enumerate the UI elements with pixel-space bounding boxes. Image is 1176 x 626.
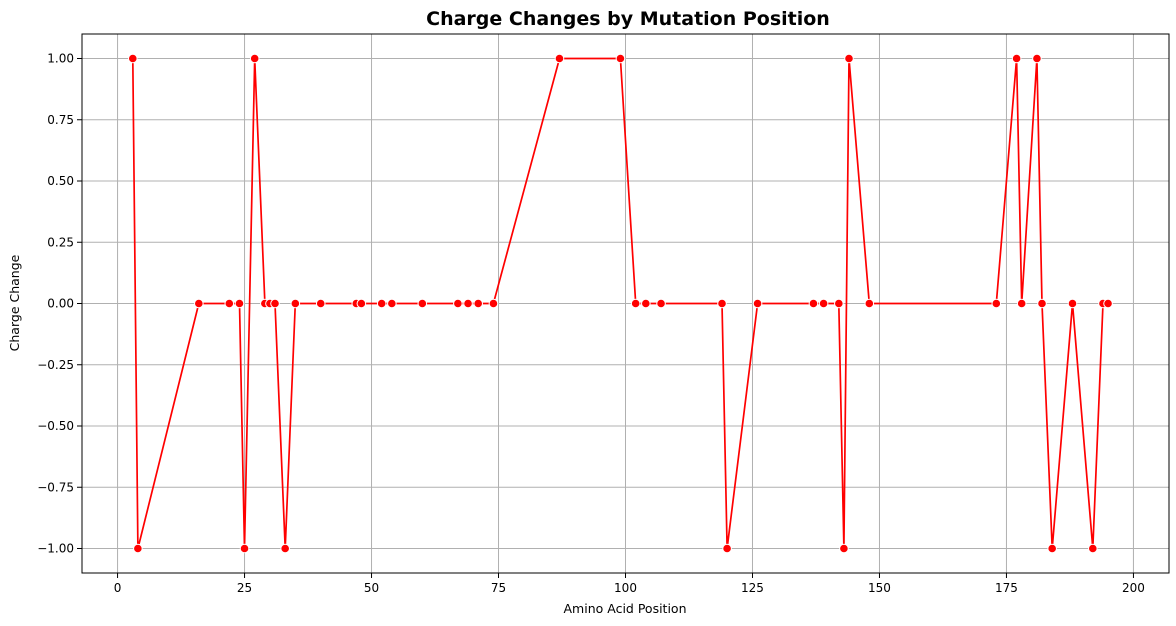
data-point: [554, 53, 565, 64]
data-point: [844, 53, 854, 64]
data-point: [463, 298, 473, 309]
x-tick-label: 75: [491, 581, 506, 595]
data-point: [376, 298, 387, 309]
data-point: [1016, 298, 1027, 309]
data-point: [249, 53, 260, 64]
data-point: [717, 298, 727, 309]
data-point: [453, 298, 463, 309]
x-tick-label: 100: [614, 581, 637, 595]
y-tick-label: −0.50: [37, 419, 74, 433]
data-point: [194, 298, 204, 309]
y-tick-label: −0.75: [37, 480, 74, 494]
data-point: [641, 298, 651, 309]
data-point: [234, 298, 245, 309]
y-tick-label: 0.50: [47, 174, 74, 188]
data-point: [356, 298, 367, 309]
data-point: [1032, 53, 1042, 64]
data-point: [270, 298, 280, 309]
data-point: [290, 298, 301, 309]
x-tick-label: 200: [1122, 581, 1145, 595]
y-tick-label: 1.00: [47, 52, 74, 66]
data-point: [224, 298, 235, 309]
data-point: [280, 543, 290, 554]
data-point: [615, 53, 626, 64]
data-point: [656, 298, 666, 309]
x-tick-label: 150: [868, 581, 891, 595]
data-point: [630, 298, 641, 309]
data-point: [808, 298, 819, 309]
data-point: [1037, 298, 1047, 309]
y-tick-label: 0.25: [47, 235, 74, 249]
data-point: [387, 298, 397, 309]
x-axis: 0 25 50 75 100 125 150 175 200: [114, 573, 1145, 595]
y-axis-label: Charge Change: [7, 254, 22, 351]
data-point: [473, 298, 483, 309]
x-tick-label: 175: [995, 581, 1018, 595]
x-tick-label: 25: [237, 581, 252, 595]
series: [127, 53, 1113, 554]
data-point: [1103, 298, 1113, 309]
y-tick-label: −0.25: [37, 358, 74, 372]
x-axis-label: Amino Acid Position: [564, 601, 687, 616]
data-point: [1011, 53, 1022, 64]
data-point: [839, 543, 849, 554]
y-axis: −1.00 −0.75 −0.50 −0.25 0.00 0.25 0.50 0.75 1.00: [37, 52, 82, 556]
y-tick-label: 0.00: [47, 297, 74, 311]
x-tick-label: 125: [741, 581, 764, 595]
data-point: [315, 298, 326, 309]
data-point: [1047, 543, 1057, 554]
data-point: [417, 298, 428, 309]
data-point: [834, 298, 844, 309]
data-point: [1088, 543, 1098, 554]
y-tick-label: −1.00: [37, 542, 74, 556]
data-point: [127, 53, 138, 64]
data-point: [722, 543, 732, 554]
data-point: [133, 543, 143, 554]
chart-title: Charge Changes by Mutation Position: [426, 8, 830, 30]
y-tick-label: 0.75: [47, 113, 74, 127]
data-point: [752, 298, 763, 309]
data-point: [488, 298, 499, 309]
x-tick-label: 0: [114, 581, 122, 595]
data-point: [864, 298, 875, 309]
data-point: [1067, 298, 1078, 309]
data-point: [818, 298, 829, 309]
x-tick-label: 50: [364, 581, 379, 595]
data-point: [991, 298, 1002, 309]
data-point: [239, 543, 250, 554]
